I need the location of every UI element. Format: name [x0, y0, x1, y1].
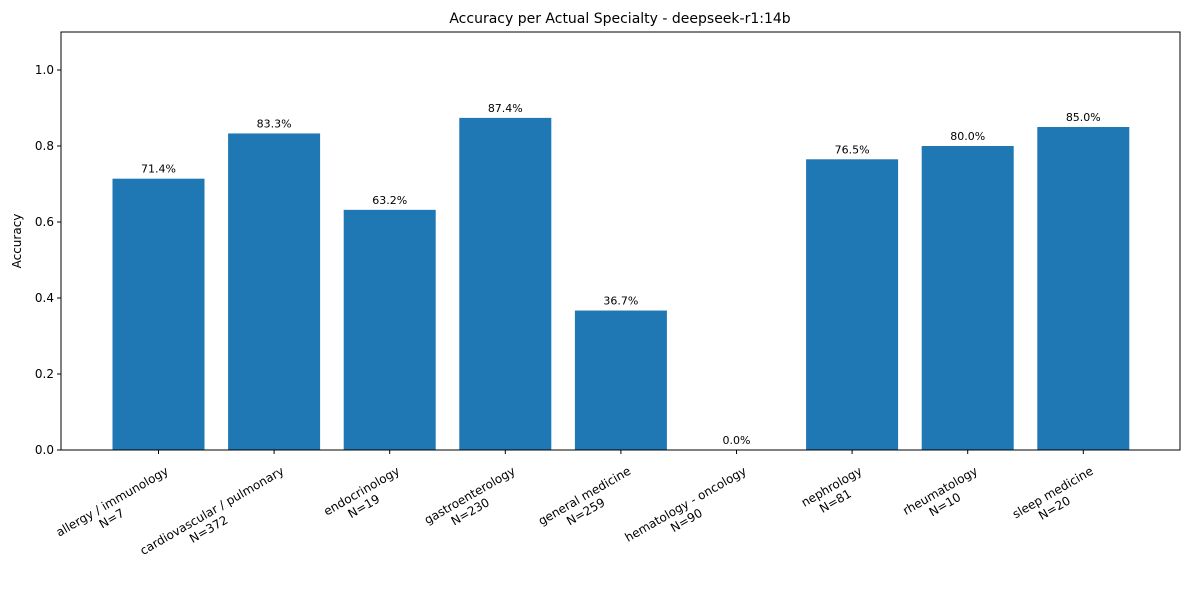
- chart-title: Accuracy per Actual Specialty - deepseek…: [449, 11, 790, 27]
- bar-value-label-0: 71.4%: [141, 163, 176, 176]
- y-tick-label-4: 0.8: [35, 139, 54, 153]
- x-tick-label-2: endocrinologyN=19: [321, 464, 409, 531]
- plot-area-frame: [60, 31, 1181, 451]
- x-tick-label-6: nephrologyN=81: [799, 464, 872, 522]
- x-tick-label-name: allergy / immunology: [54, 464, 171, 540]
- bar-value-label-6: 76.5%: [835, 143, 870, 156]
- x-tick-label-8: sleep medicineN=20: [1010, 464, 1103, 534]
- bar-2: [343, 209, 436, 450]
- bar-8: [1037, 127, 1130, 450]
- x-tick-label-3: gastroenterologyN=230: [422, 464, 525, 540]
- bar-value-label-2: 63.2%: [372, 194, 407, 207]
- bar-4: [574, 310, 667, 450]
- y-tick-label-2: 0.4: [35, 291, 54, 305]
- y-tick-label-1: 0.2: [35, 367, 54, 381]
- y-axis-label: Accuracy: [10, 214, 24, 269]
- bar-value-label-5: 0.0%: [723, 434, 751, 447]
- x-tick-label-4: general medicineN=259: [536, 464, 641, 541]
- bar-7: [921, 146, 1014, 450]
- bar-0: [112, 178, 205, 450]
- x-tick-label-5: hematology - oncologyN=90: [623, 464, 756, 557]
- bar-data-labels: 71.4% 83.3% 63.2% 87.4% 36.7% 0.0% 76.5% 80.0% 8…: [141, 102, 1101, 447]
- x-tick-label-name: hematology - oncology: [623, 464, 749, 545]
- bars-group: [112, 117, 1130, 451]
- x-tick-label-7: rheumatologyN=10: [900, 464, 987, 531]
- bar-value-label-8: 85.0%: [1066, 111, 1101, 124]
- bar-value-label-4: 36.7%: [603, 295, 638, 308]
- y-tick-label-0: 0.0: [35, 443, 54, 457]
- bar-value-label-7: 80.0%: [950, 130, 985, 143]
- y-tick-label-3: 0.6: [35, 215, 54, 229]
- bar-3: [459, 117, 552, 450]
- bar-value-label-1: 83.3%: [257, 117, 292, 130]
- y-tick-label-5: 1.0: [35, 63, 54, 77]
- bar-value-label-3: 87.4%: [488, 102, 523, 115]
- bar-6: [806, 159, 899, 451]
- y-axis-ticks: 0.0 0.2 0.4 0.6 0.8 1.0: [35, 63, 61, 457]
- bar-1: [228, 133, 321, 450]
- x-axis-ticks: allergy / immunologyN=7 cardiovascular / …: [54, 450, 1103, 558]
